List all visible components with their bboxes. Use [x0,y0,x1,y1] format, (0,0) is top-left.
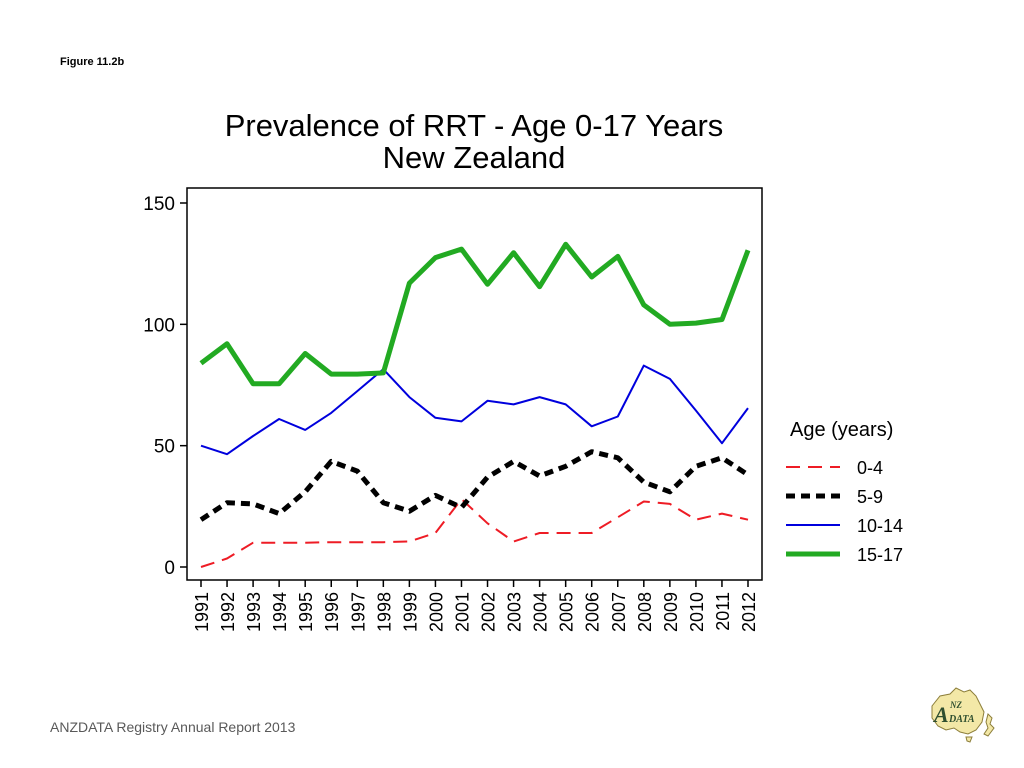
chart-title: Prevalence of RRT - Age 0-17 Years [225,108,724,143]
x-tick-label: 2007 [609,592,629,632]
figure-label: Figure 11.2b [60,56,125,68]
x-tick-label: 1995 [296,592,316,632]
x-tick-label: 1994 [270,592,290,632]
x-tick-label: 1998 [374,592,394,632]
legend-title: Age (years) [790,419,893,441]
series-layer [199,241,751,568]
x-axis: 1991 1992 1993 1994 1995 1996 1997 1998 1999 2000… [192,580,759,632]
x-tick-label: 2001 [452,592,472,632]
logo-data: DATA [948,714,975,725]
legend: Age (years) 0-4 5-9 10-14 15-17 [786,419,903,565]
plot-frame [186,187,763,581]
australia-map-shape [931,687,985,735]
x-tick-label: 2004 [531,592,551,632]
x-tick-label: 1999 [400,592,420,632]
y-tick-label: 50 [154,437,175,458]
x-tick-label: 1996 [322,592,342,632]
legend-label: 15-17 [857,545,903,565]
series-line-0-4 [200,498,749,568]
series-line-10-14 [200,364,749,456]
x-tick-label: 1992 [218,592,238,632]
y-tick-label: 100 [143,315,175,336]
x-tick-label: 1991 [192,592,212,632]
anzdata-logo: A NZ DATA [931,687,995,743]
logo-letter-a: A [932,702,949,727]
x-tick-label: 2008 [635,592,655,632]
tasmania-shape [965,736,973,743]
x-tick-label: 2003 [505,592,525,632]
x-tick-label: 2002 [479,592,499,632]
y-tick-label: 0 [164,558,175,579]
x-tick-label: 1997 [348,592,368,632]
chart-subtitle: New Zealand [383,140,566,175]
legend-label: 10-14 [857,516,903,536]
x-tick-label: 2011 [713,592,733,631]
x-tick-label: 2006 [583,592,603,632]
x-tick-label: 1993 [244,592,264,632]
logo-nz: NZ [949,700,962,710]
x-tick-label: 2009 [661,592,681,632]
legend-label: 0-4 [857,458,883,478]
x-tick-label: 2000 [426,592,446,632]
series-line-15-17 [199,241,751,387]
legend-label: 5-9 [857,487,883,507]
x-tick-label: 2010 [687,592,707,632]
y-tick-label: 150 [143,194,175,215]
new-zealand-shape [983,713,995,737]
line-chart: Prevalence of RRT - Age 0-17 Years New Z… [143,108,903,632]
footer-text: ANZDATA Registry Annual Report 2013 [50,719,296,735]
y-axis: 0 50 100 150 [143,194,187,579]
x-tick-label: 2005 [557,592,577,632]
series-line-5-9 [199,449,750,522]
x-tick-label: 2012 [739,592,759,632]
